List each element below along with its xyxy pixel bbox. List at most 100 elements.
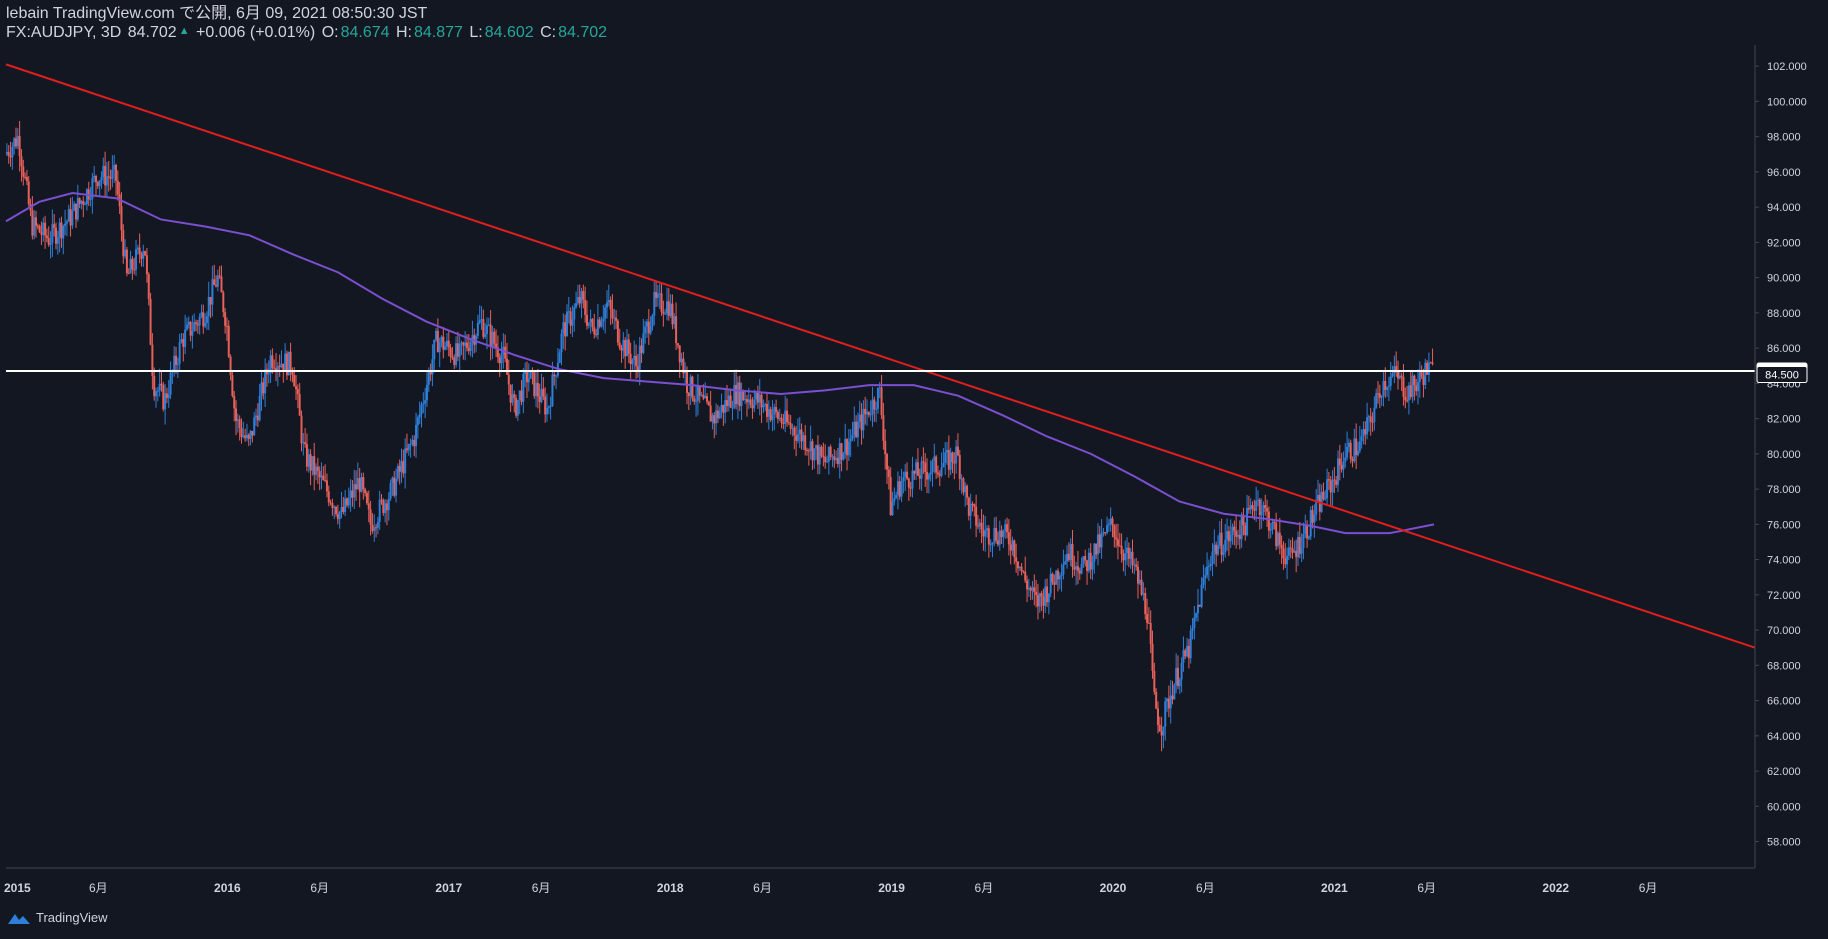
candle-body bbox=[1024, 571, 1027, 581]
candle-body bbox=[760, 394, 763, 408]
candle-body bbox=[71, 210, 74, 226]
candle-body bbox=[1156, 708, 1159, 725]
candle-body bbox=[427, 371, 430, 385]
candle-body bbox=[833, 456, 836, 461]
candle-body bbox=[149, 299, 152, 345]
candle-body bbox=[507, 374, 510, 385]
candle-body bbox=[969, 503, 972, 516]
price-tick-label: 64.000 bbox=[1767, 731, 1801, 743]
candle-body bbox=[642, 333, 645, 353]
candle-body bbox=[882, 415, 885, 441]
candle-body bbox=[80, 201, 83, 204]
candle-body bbox=[255, 415, 258, 418]
candle-body bbox=[413, 439, 416, 447]
candle-body bbox=[1362, 429, 1365, 437]
candle-body bbox=[304, 442, 307, 445]
candle-body bbox=[313, 456, 316, 475]
cloud-icon bbox=[8, 913, 30, 924]
candle-body bbox=[84, 204, 87, 206]
candle-body bbox=[124, 249, 127, 257]
candle-body bbox=[456, 343, 459, 357]
candle-body bbox=[1320, 491, 1323, 512]
ohlc-legend: FX:AUDJPY, 3D 84.702 ▲ +0.006 (+0.01%) O:… bbox=[6, 23, 609, 44]
candle-body bbox=[549, 405, 552, 407]
candle-body bbox=[307, 454, 310, 467]
candle-body bbox=[1051, 573, 1054, 583]
time-tick-label: 2020 bbox=[1100, 881, 1127, 895]
candle-body bbox=[1124, 552, 1127, 561]
candle-body bbox=[1102, 532, 1105, 534]
candle-body bbox=[544, 396, 547, 415]
candle-body bbox=[131, 258, 134, 270]
candle-body bbox=[780, 417, 783, 423]
candle-body bbox=[1095, 543, 1098, 555]
candle-body bbox=[916, 462, 919, 476]
candle-body bbox=[1167, 698, 1170, 709]
high-label: H: bbox=[395, 24, 412, 41]
price-tick-label: 66.000 bbox=[1767, 696, 1801, 708]
candle-body bbox=[1286, 555, 1289, 565]
candle-body bbox=[1233, 526, 1236, 531]
candle-body bbox=[1296, 536, 1299, 558]
candle-body bbox=[487, 324, 490, 326]
candle-body bbox=[147, 273, 150, 300]
candle-body bbox=[56, 237, 59, 244]
candle-body bbox=[1227, 531, 1230, 542]
tradingview-logo: TradingView bbox=[6, 910, 108, 925]
time-tick-label: 6月 bbox=[89, 881, 108, 895]
candle-body bbox=[78, 198, 81, 204]
candle-body bbox=[195, 322, 198, 324]
candle-body bbox=[162, 385, 165, 410]
candle-body bbox=[355, 484, 358, 490]
candle-body bbox=[125, 249, 128, 274]
candle-body bbox=[569, 311, 572, 326]
candle-body bbox=[325, 480, 328, 492]
candle-body bbox=[1375, 393, 1378, 408]
candle-body bbox=[356, 478, 359, 490]
price-axis[interactable]: 58.000 60.000 62.000 64.000 66.000 68.000 70.0… bbox=[1755, 61, 1807, 849]
candle-body bbox=[133, 269, 136, 271]
candle-body bbox=[18, 135, 21, 157]
candle-body bbox=[182, 339, 185, 347]
candle-body bbox=[144, 251, 147, 256]
candle-body bbox=[1418, 372, 1421, 383]
candle-body bbox=[455, 343, 458, 365]
candle-body bbox=[1126, 547, 1129, 553]
candle-body bbox=[858, 414, 861, 422]
candle-body bbox=[1355, 438, 1358, 456]
candle-body bbox=[1258, 499, 1261, 516]
candle-body bbox=[1371, 421, 1374, 423]
candle-body bbox=[1149, 623, 1152, 644]
candle-body bbox=[1056, 570, 1059, 580]
candle-body bbox=[160, 383, 163, 386]
time-tick-label: 6月 bbox=[1417, 881, 1436, 895]
candle-body bbox=[351, 490, 354, 498]
candle-body bbox=[15, 138, 18, 147]
candle-body bbox=[1033, 587, 1036, 593]
candle-body bbox=[607, 299, 610, 303]
candle-body bbox=[1275, 522, 1278, 547]
candle-body bbox=[1107, 523, 1110, 526]
candle-body bbox=[218, 275, 221, 277]
candle-body bbox=[786, 410, 789, 423]
candle-body bbox=[687, 392, 690, 397]
time-axis[interactable]: 2015 6月 2016 6月 2017 6月 2018 6月 2019 6月 2020 6月 2021… bbox=[4, 881, 1657, 895]
candle-body bbox=[842, 453, 845, 460]
trendline[interactable] bbox=[5, 63, 1756, 649]
candle-body bbox=[1046, 586, 1049, 603]
candle-body bbox=[1244, 525, 1247, 536]
candle-body bbox=[824, 456, 827, 463]
candle-body bbox=[838, 443, 841, 464]
candle-body bbox=[27, 181, 30, 205]
candle-body bbox=[145, 255, 148, 274]
candle-body bbox=[467, 347, 470, 352]
candle-body bbox=[378, 499, 381, 522]
time-tick-label: 6月 bbox=[1196, 881, 1215, 895]
candle-body bbox=[1373, 407, 1376, 423]
high-value: 84.877 bbox=[413, 24, 463, 41]
candle-body bbox=[44, 222, 47, 236]
candle-body bbox=[298, 394, 301, 416]
candle-body bbox=[482, 319, 485, 337]
candle-body bbox=[958, 454, 961, 479]
